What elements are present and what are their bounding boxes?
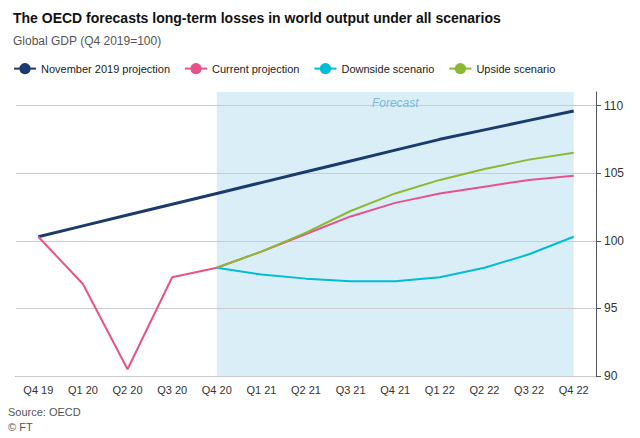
svg-text:The OECD forecasts long-term l: The OECD forecasts long-term losses in w… xyxy=(13,10,501,26)
svg-text:110: 110 xyxy=(604,99,623,113)
svg-text:Q1 22: Q1 22 xyxy=(425,384,455,396)
svg-text:© FT: © FT xyxy=(8,421,33,433)
svg-text:Q4 20: Q4 20 xyxy=(202,384,232,396)
svg-text:Global GDP (Q4 2019=100): Global GDP (Q4 2019=100) xyxy=(13,34,161,48)
svg-text:90: 90 xyxy=(604,369,618,383)
svg-text:Q1 21: Q1 21 xyxy=(246,384,276,396)
svg-text:Current projection: Current projection xyxy=(212,63,299,75)
svg-text:105: 105 xyxy=(604,166,624,180)
svg-text:Upside scenario: Upside scenario xyxy=(476,63,555,75)
svg-text:Downside scenario: Downside scenario xyxy=(341,63,434,75)
svg-text:Q4 21: Q4 21 xyxy=(380,384,410,396)
svg-text:100: 100 xyxy=(604,234,624,248)
svg-text:Q3 20: Q3 20 xyxy=(157,384,187,396)
svg-text:Q1 20: Q1 20 xyxy=(68,384,98,396)
svg-text:Q2 21: Q2 21 xyxy=(291,384,321,396)
svg-text:Q2 22: Q2 22 xyxy=(469,384,499,396)
svg-text:Q2 20: Q2 20 xyxy=(113,384,143,396)
svg-text:Q3 22: Q3 22 xyxy=(514,384,544,396)
svg-text:95: 95 xyxy=(604,301,618,315)
svg-text:Source: OECD: Source: OECD xyxy=(8,406,81,418)
svg-text:Q4 19: Q4 19 xyxy=(23,384,53,396)
svg-text:Q3 21: Q3 21 xyxy=(336,384,366,396)
svg-text:Forecast: Forecast xyxy=(372,96,419,110)
svg-text:Q4 22: Q4 22 xyxy=(559,384,589,396)
svg-text:November 2019 projection: November 2019 projection xyxy=(41,63,170,75)
